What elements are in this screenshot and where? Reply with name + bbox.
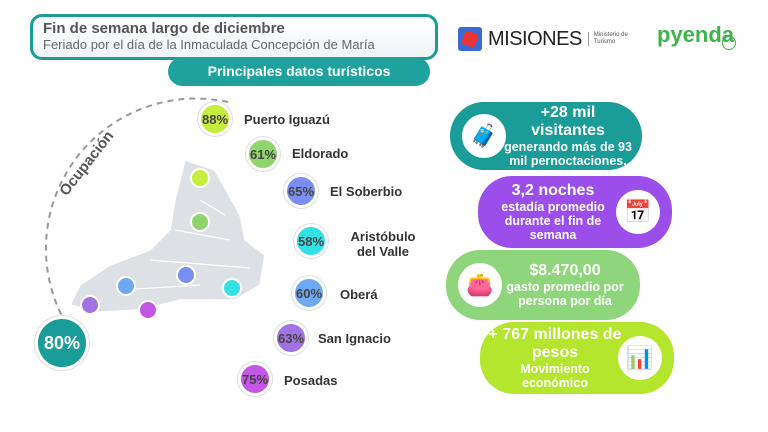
total-occupancy-badge: 80% xyxy=(35,316,89,370)
occupancy-badge: 58% xyxy=(294,224,328,258)
map-marker xyxy=(116,276,136,296)
calendar-clock-icon: 📅 xyxy=(616,190,660,234)
title-box: Fin de semana largo de diciembre Feriado… xyxy=(30,14,438,60)
occupancy-badge: 65% xyxy=(284,174,318,208)
stat-text: gasto promedio por persona por día xyxy=(506,280,624,308)
stat-headline: +28 mil visitantes xyxy=(531,104,605,139)
section-label: Principales datos turísticos xyxy=(168,57,430,86)
occupancy-badge: 60% xyxy=(292,276,326,310)
pyenda-logo: pyenda xyxy=(657,22,735,47)
stat-card: 3,2 noches estadía promedio durante el f… xyxy=(478,176,672,248)
misiones-wordmark: MISIONES xyxy=(488,27,582,50)
map-marker xyxy=(80,295,100,315)
occupancy-badge: 88% xyxy=(198,102,232,136)
globe-icon xyxy=(722,36,736,50)
traveler-luggage-icon: 🧳 xyxy=(462,114,506,158)
stat-headline: + 767 millones de pesos xyxy=(488,326,622,361)
destination-label: Posadas xyxy=(284,373,338,388)
occupancy-badge: 75% xyxy=(238,362,272,396)
ministerio-label: Ministerio de Turismo xyxy=(587,32,628,46)
destination-label: Eldorado xyxy=(292,146,349,161)
map-marker xyxy=(190,212,210,232)
wallet-icon: 👛 xyxy=(458,263,502,307)
destination-label: Aristóbulo del Valle xyxy=(350,229,416,259)
occupancy-badge: 63% xyxy=(274,321,308,355)
page-title: Fin de semana largo de diciembre xyxy=(43,20,285,37)
stat-text: generando más de 93 mil pernoctaciones. xyxy=(504,140,632,168)
stat-text: Movimiento económico xyxy=(520,362,590,390)
map-marker xyxy=(222,278,242,298)
destination-label: Puerto Iguazú xyxy=(244,112,330,127)
stat-headline: $8.470,00 xyxy=(529,262,601,279)
destination-label: El Soberbio xyxy=(330,184,403,199)
map-marker xyxy=(190,168,210,188)
stat-headline: 3,2 noches xyxy=(511,182,595,199)
misiones-logo: MISIONES Ministerio de Turismo xyxy=(458,27,628,51)
occupancy-badge: 61% xyxy=(246,137,280,171)
map-marker xyxy=(138,300,158,320)
page-subtitle: Feriado por el día de la Inmaculada Conc… xyxy=(43,37,375,52)
dashed-arc xyxy=(45,97,229,331)
misiones-emblem-icon xyxy=(458,27,482,51)
destination-label: Oberá xyxy=(340,287,378,302)
finance-chart-coin-icon: 📊 xyxy=(618,336,662,380)
destination-label: San Ignacio xyxy=(318,331,391,346)
map-marker xyxy=(176,265,196,285)
stat-text: estadía promedio durante el fin de seman… xyxy=(501,200,605,242)
